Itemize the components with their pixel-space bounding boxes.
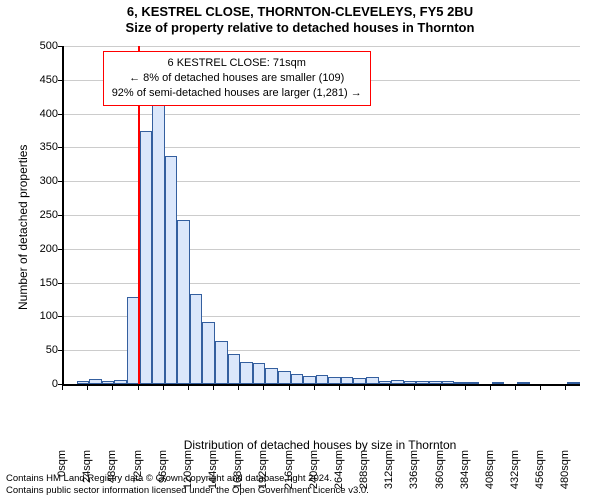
x-tick-mark: [414, 384, 415, 390]
y-tick-mark: [58, 147, 64, 148]
y-tick-label: 150: [40, 277, 58, 289]
chart-title-2: Size of property relative to detached ho…: [0, 20, 600, 36]
histogram-bar: [190, 294, 203, 384]
y-tick-label: 450: [40, 74, 58, 86]
x-tick-mark: [238, 384, 239, 390]
annotation-line: ← 8% of detached houses are smaller (109…: [112, 71, 362, 86]
y-tick-mark: [58, 215, 64, 216]
x-tick-mark: [389, 384, 390, 390]
y-tick-label: 250: [40, 209, 58, 221]
y-tick-label: 200: [40, 243, 58, 255]
x-tick-mark: [289, 384, 290, 390]
y-tick-mark: [58, 46, 64, 47]
histogram-bar: [278, 371, 291, 384]
x-tick-mark: [515, 384, 516, 390]
y-axis-label: Number of detached properties: [16, 145, 30, 310]
grid-line: [64, 46, 580, 47]
chart-title-1: 6, KESTREL CLOSE, THORNTON-CLEVELEYS, FY…: [0, 0, 600, 20]
y-tick-mark: [58, 114, 64, 115]
y-tick-mark: [58, 249, 64, 250]
x-tick-mark: [565, 384, 566, 390]
y-tick-mark: [58, 316, 64, 317]
y-tick-label: 50: [46, 344, 58, 356]
x-tick-label: 384sqm: [459, 450, 471, 489]
histogram-bar: [316, 375, 329, 384]
y-tick-mark: [58, 283, 64, 284]
y-tick-label: 300: [40, 175, 58, 187]
histogram-bar: [215, 341, 228, 384]
x-tick-mark: [364, 384, 365, 390]
x-tick-mark: [440, 384, 441, 390]
x-tick-label: 360sqm: [434, 450, 446, 489]
footer-line-1: Contains HM Land Registry data © Crown c…: [6, 473, 369, 485]
x-tick-mark: [213, 384, 214, 390]
annotation-line: 92% of semi-detached houses are larger (…: [112, 86, 362, 101]
x-tick-mark: [188, 384, 189, 390]
histogram-bar: [303, 376, 316, 384]
y-tick-mark: [58, 181, 64, 182]
x-tick-mark: [87, 384, 88, 390]
histogram-bar: [328, 377, 341, 384]
x-tick-mark: [540, 384, 541, 390]
y-tick-label: 500: [40, 40, 58, 52]
x-tick-label: 456sqm: [534, 450, 546, 489]
x-tick-label: 336sqm: [408, 450, 420, 489]
x-tick-label: 480sqm: [559, 450, 571, 489]
histogram-bar: [366, 377, 379, 384]
y-tick-label: 0: [52, 378, 58, 390]
histogram-bar: [240, 362, 253, 384]
x-tick-label: 432sqm: [509, 450, 521, 489]
x-tick-mark: [163, 384, 164, 390]
histogram-bar: [291, 374, 304, 384]
x-tick-label: 408sqm: [484, 450, 496, 489]
x-tick-mark: [465, 384, 466, 390]
histogram-bar: [228, 354, 241, 384]
histogram-bar: [140, 131, 153, 384]
y-tick-label: 100: [40, 310, 58, 322]
footer-line-2: Contains public sector information licen…: [6, 485, 369, 497]
y-tick-label: 400: [40, 108, 58, 120]
x-tick-mark: [138, 384, 139, 390]
histogram-bar: [165, 156, 178, 384]
x-tick-label: 312sqm: [383, 450, 395, 489]
x-tick-mark: [339, 384, 340, 390]
histogram-bar: [152, 105, 165, 384]
histogram-bar: [202, 322, 215, 384]
x-tick-area: 0sqm24sqm48sqm72sqm96sqm120sqm144sqm168s…: [62, 384, 578, 444]
annotation-line: 6 KESTREL CLOSE: 71sqm: [112, 56, 362, 71]
x-tick-mark: [112, 384, 113, 390]
y-tick-mark: [58, 80, 64, 81]
x-tick-mark: [314, 384, 315, 390]
histogram-bar: [253, 363, 266, 384]
grid-line: [64, 114, 580, 115]
histogram-bar: [341, 377, 354, 384]
plot-area: 0501001502002503003504004505006 KESTREL …: [62, 46, 580, 386]
footer: Contains HM Land Registry data © Crown c…: [6, 473, 369, 497]
annotation-box: 6 KESTREL CLOSE: 71sqm← 8% of detached h…: [103, 51, 371, 106]
x-axis-label: Distribution of detached houses by size …: [62, 438, 578, 452]
x-tick-mark: [490, 384, 491, 390]
x-tick-mark: [62, 384, 63, 390]
chart-container: { "title": { "line1": "6, KESTREL CLOSE,…: [0, 0, 600, 500]
y-tick-mark: [58, 350, 64, 351]
y-tick-label: 350: [40, 141, 58, 153]
histogram-bar: [177, 220, 190, 384]
histogram-bar: [265, 368, 278, 384]
x-tick-mark: [263, 384, 264, 390]
